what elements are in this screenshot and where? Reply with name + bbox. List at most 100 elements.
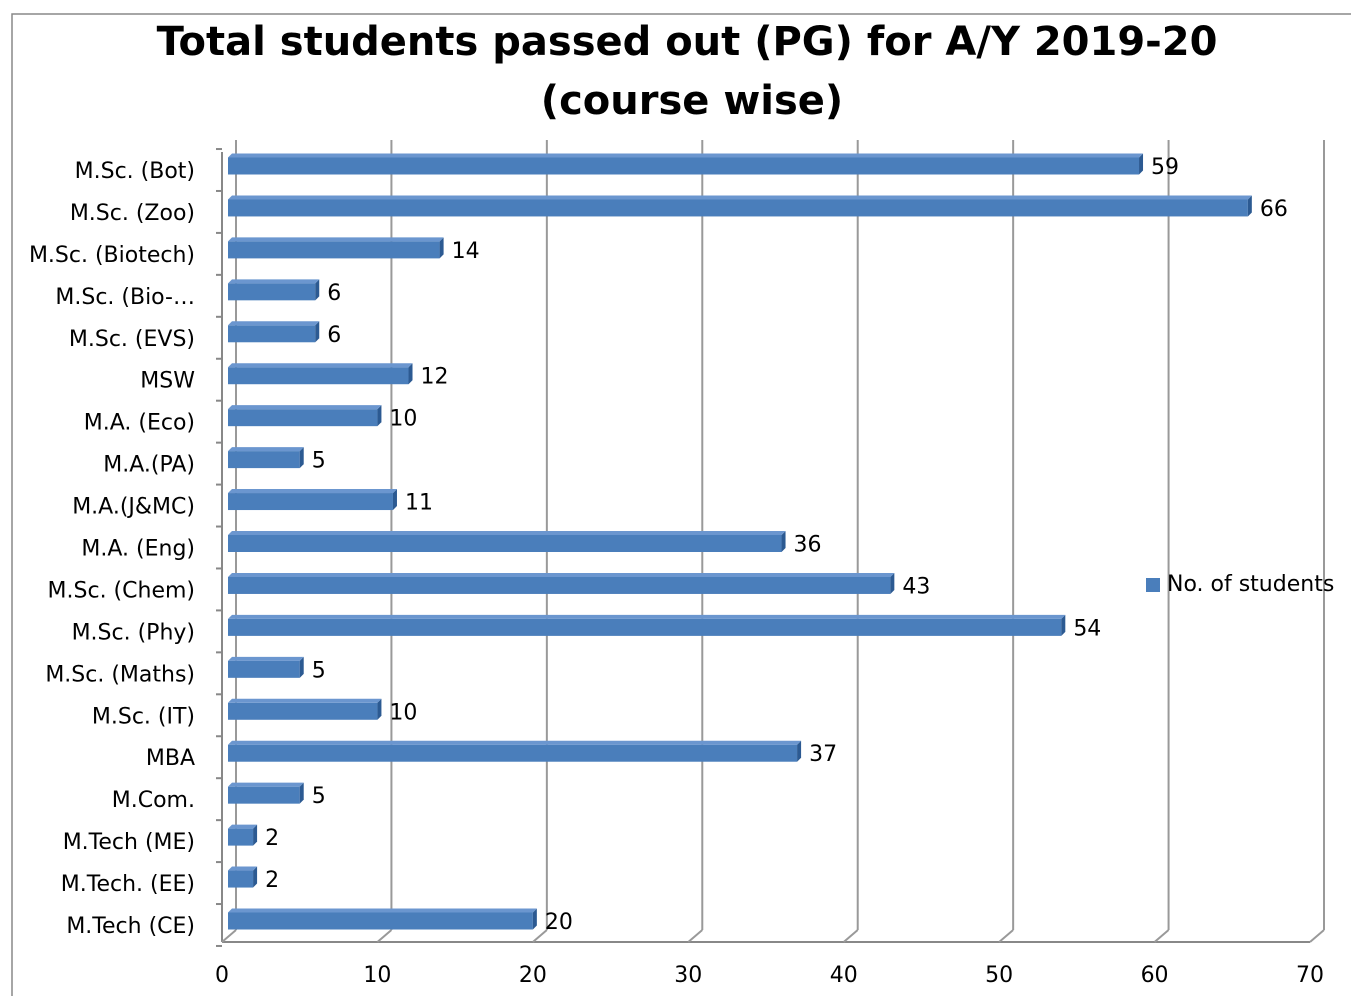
bar-top (228, 405, 382, 410)
bar-top (228, 237, 444, 242)
bar-cap (532, 908, 537, 930)
x-tick-label: 70 (1296, 963, 1324, 988)
grid-floor (998, 929, 1014, 943)
value-label: 2 (265, 868, 279, 893)
bar-cap (299, 656, 304, 678)
x-tick-label: 20 (519, 963, 547, 988)
bar-cap (299, 782, 304, 804)
bar-top (228, 195, 1252, 200)
bar (228, 241, 440, 259)
bar-top (228, 279, 320, 284)
bar-cap (377, 698, 382, 720)
bar-cap (1139, 153, 1144, 175)
grid-floor (376, 929, 393, 943)
bar (228, 870, 254, 888)
y-tick-label: M.A. (Eng) (81, 537, 195, 562)
bar-top (228, 866, 258, 871)
bar-top (228, 153, 1144, 158)
bar-top (228, 447, 304, 452)
bar (228, 576, 891, 594)
value-label: 43 (902, 574, 930, 599)
bar-cap (377, 405, 382, 427)
grid-floor (1153, 929, 1170, 943)
bar-cap (797, 740, 802, 762)
value-label: 36 (794, 533, 822, 558)
grid-floor (687, 929, 703, 943)
grid-floor (843, 929, 859, 943)
y-tick-label: M.Sc. (IT) (92, 704, 195, 729)
y-tick-label: M.Sc. (Zoo) (70, 201, 195, 226)
grid-floor (221, 929, 237, 943)
value-label: 20 (545, 910, 573, 935)
bar-cap (1247, 195, 1252, 217)
bar-top (228, 572, 895, 577)
bar (228, 493, 393, 511)
bar-top (228, 824, 258, 829)
bar-cap (299, 447, 304, 469)
value-label: 2 (265, 826, 279, 851)
bar-top (228, 656, 304, 661)
bar-top (228, 908, 537, 913)
y-tick-label: M.Sc. (Biotech) (29, 243, 195, 268)
legend-label: No. of students (1167, 572, 1334, 597)
x-tick-label: 10 (363, 963, 391, 988)
y-tick-label: M.Tech (CE) (66, 914, 195, 939)
bar (228, 660, 300, 678)
value-label: 5 (312, 784, 326, 809)
y-tick-label: MSW (140, 369, 195, 394)
value-label: 6 (327, 281, 341, 306)
grid-floor (532, 929, 548, 943)
value-label: 14 (452, 239, 480, 264)
y-tick-label: M.Sc. (Bot) (75, 159, 195, 184)
chart-title: Total students passed out (PG) for A/Y 2… (157, 19, 1218, 65)
bar-cap (253, 866, 258, 888)
value-label: 5 (312, 658, 326, 683)
bar (228, 367, 409, 385)
bar (228, 199, 1248, 217)
value-label: 11 (405, 491, 433, 516)
bar (228, 618, 1062, 636)
bar-cap (392, 489, 397, 511)
bar (228, 157, 1140, 175)
y-tick-label: M.Tech. (EE) (61, 872, 195, 897)
value-label: 66 (1260, 197, 1288, 222)
value-label: 54 (1073, 616, 1101, 641)
bar-cap (890, 572, 895, 594)
bar-top (228, 782, 304, 787)
grid-floor (1309, 929, 1325, 943)
chart-title: (course wise) (541, 78, 843, 124)
y-tick-label: M.Sc. (EVS) (69, 327, 195, 352)
bar-cap (315, 321, 320, 343)
value-label: 6 (327, 323, 341, 348)
bar-cap (1061, 614, 1066, 636)
value-label: 12 (421, 365, 449, 390)
bar (228, 325, 316, 343)
value-label: 10 (389, 407, 417, 432)
bar (228, 828, 254, 846)
x-tick-label: 0 (215, 963, 229, 988)
bar-cap (408, 363, 413, 385)
bar (228, 786, 300, 804)
x-tick-label: 50 (985, 963, 1013, 988)
value-label: 10 (389, 700, 417, 725)
bar-cap (253, 824, 258, 846)
bar-top (228, 321, 320, 326)
value-label: 5 (312, 449, 326, 474)
bar-top (228, 363, 413, 368)
bar-top (228, 531, 786, 535)
bar (228, 451, 300, 469)
y-tick-label: M.Sc. (Maths) (45, 662, 195, 687)
y-tick-label: M.A.(J&MC) (72, 495, 195, 520)
y-tick-label: M.A. (Eco) (84, 411, 195, 436)
legend-swatch (1146, 578, 1160, 592)
bar-top (228, 740, 802, 745)
bar (228, 744, 798, 762)
bar (228, 409, 378, 427)
y-tick-label: MBA (146, 746, 195, 771)
x-tick-label: 30 (674, 963, 702, 988)
chart-frame (11, 13, 1351, 996)
bar (228, 535, 782, 552)
bar-cap (315, 279, 320, 301)
value-label: 37 (809, 742, 837, 767)
